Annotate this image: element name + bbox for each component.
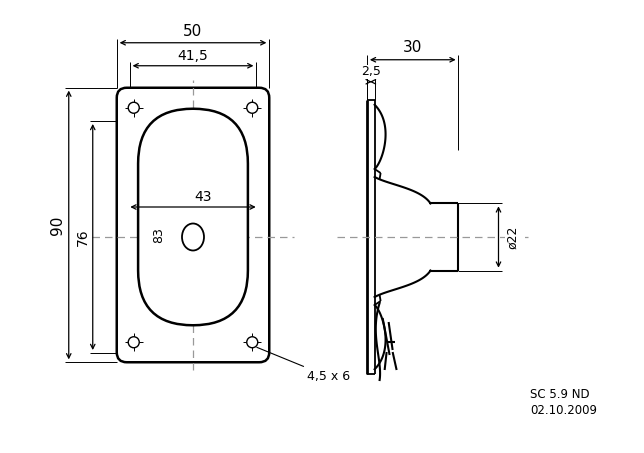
Text: 30: 30 — [403, 40, 422, 55]
Text: SC 5.9 ND: SC 5.9 ND — [530, 389, 590, 401]
Text: 2,5: 2,5 — [361, 65, 381, 78]
FancyBboxPatch shape — [117, 88, 269, 362]
Text: 41,5: 41,5 — [178, 49, 209, 63]
FancyBboxPatch shape — [138, 109, 248, 325]
Text: 50: 50 — [184, 24, 203, 39]
Text: 83: 83 — [152, 227, 165, 243]
Text: 02.10.2009: 02.10.2009 — [530, 404, 597, 416]
Text: ø22: ø22 — [506, 225, 519, 249]
Ellipse shape — [182, 223, 204, 251]
Text: 76: 76 — [76, 228, 90, 246]
Circle shape — [247, 102, 258, 113]
Text: 4,5 x 6: 4,5 x 6 — [257, 347, 350, 383]
Circle shape — [128, 102, 139, 113]
Circle shape — [128, 337, 139, 348]
Circle shape — [247, 337, 258, 348]
Text: 43: 43 — [194, 190, 212, 204]
Text: 90: 90 — [50, 215, 65, 235]
